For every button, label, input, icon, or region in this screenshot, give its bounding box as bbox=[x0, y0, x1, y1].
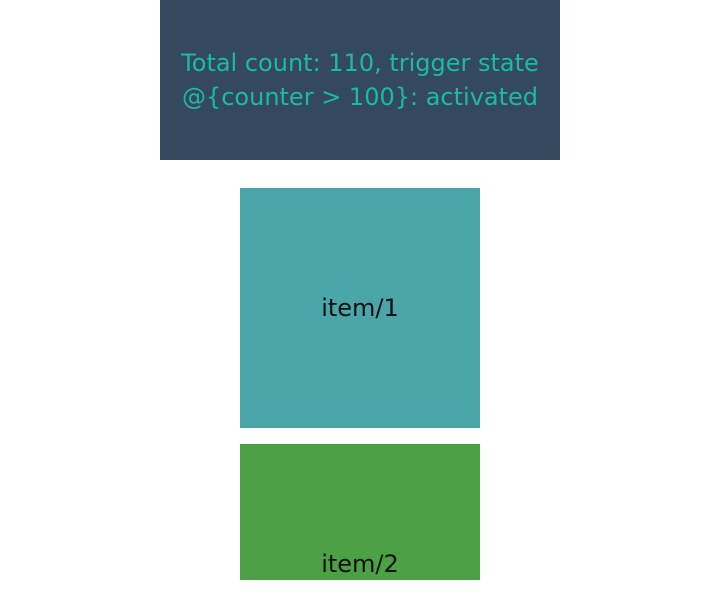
status-text: Total count: 110, trigger state @{counte… bbox=[181, 46, 539, 114]
status-panel: Total count: 110, trigger state @{counte… bbox=[160, 0, 560, 160]
status-line-2: @{counter > 100}: activated bbox=[181, 83, 539, 111]
list-bottom-edge bbox=[240, 580, 480, 592]
list-item-label: item/2 bbox=[321, 550, 399, 578]
list-item-label: item/1 bbox=[321, 294, 399, 322]
item-list[interactable]: item/1 item/2 bbox=[240, 188, 480, 580]
status-line-1: Total count: 110, trigger state bbox=[181, 49, 539, 77]
list-item-2[interactable]: item/2 bbox=[240, 444, 480, 580]
list-item-1[interactable]: item/1 bbox=[240, 188, 480, 428]
